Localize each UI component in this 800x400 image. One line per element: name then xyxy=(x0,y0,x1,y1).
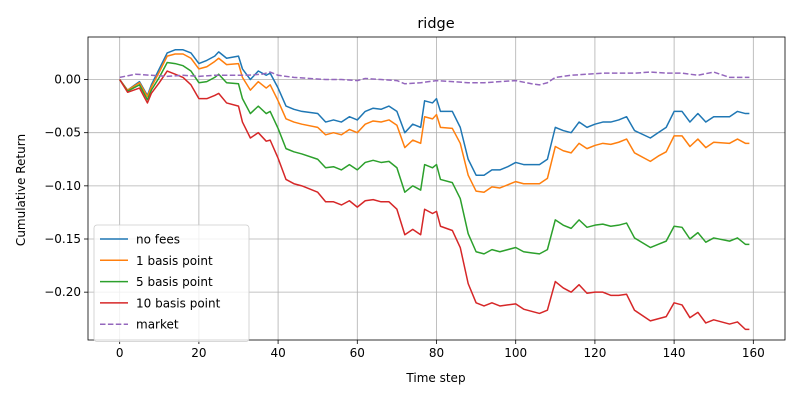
x-ticks: 0 20 40 60 80 100 120 140 160 xyxy=(116,340,765,360)
series-line-no-fees xyxy=(119,49,750,176)
x-tick-label: 60 xyxy=(350,346,365,360)
x-tick-label: 120 xyxy=(583,346,606,360)
series-line-market xyxy=(119,71,750,86)
x-tick-label: 0 xyxy=(116,346,124,360)
legend-entry: 1 basis point xyxy=(136,254,213,268)
legend-entry: no fees xyxy=(136,233,180,247)
y-tick-label: −0.10 xyxy=(44,179,81,193)
legend-entry: market xyxy=(136,318,179,332)
legend-entry: 5 basis point xyxy=(136,275,213,289)
y-tick-label: −0.15 xyxy=(44,232,81,246)
x-tick-label: 20 xyxy=(191,346,206,360)
series-line-5-basis-point xyxy=(119,61,750,255)
series-line-10-basis-point xyxy=(119,70,750,331)
chart-title: ridge xyxy=(417,16,454,32)
x-tick-label: 100 xyxy=(504,346,527,360)
x-axis-label: Time step xyxy=(405,371,465,385)
x-tick-label: 40 xyxy=(270,346,285,360)
legend: no fees 1 basis point 5 basis point 10 basi… xyxy=(93,224,250,342)
y-tick-label: −0.05 xyxy=(44,126,81,140)
x-tick-label: 80 xyxy=(429,346,444,360)
series-line-1-basis-point xyxy=(119,53,750,193)
series-layer xyxy=(119,49,750,331)
legend-box xyxy=(93,224,250,342)
x-tick-label: 140 xyxy=(663,346,686,360)
y-ticks: 0.00 −0.05 −0.10 −0.15 −0.20 xyxy=(44,73,88,299)
y-axis-label: Cumulative Return xyxy=(14,134,28,246)
x-tick-label: 160 xyxy=(742,346,765,360)
legend-entry: 10 basis point xyxy=(136,296,221,310)
y-tick-label: −0.20 xyxy=(44,285,81,299)
y-tick-label: 0.00 xyxy=(54,73,81,87)
